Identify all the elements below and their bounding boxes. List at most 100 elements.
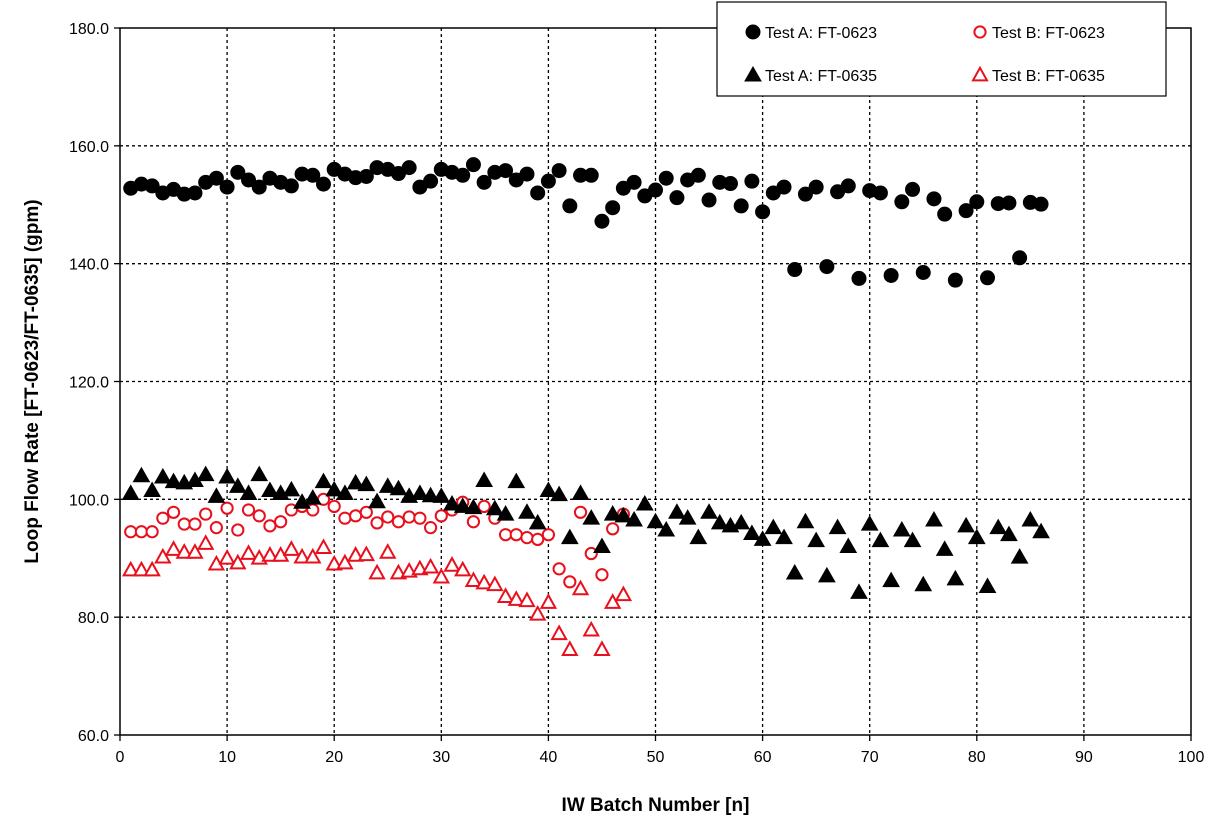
point-test-a-ft-0635-n1 [121, 484, 140, 500]
legend-marker-shape-test-a-ft-0635 [744, 65, 762, 82]
point-test-b-ft-0635-n3 [143, 560, 161, 577]
point-test-a-ft-0623-n60 [755, 204, 771, 220]
point-test-a-ft-0635-n49 [635, 495, 654, 511]
point-test-a-ft-0635-n61 [764, 518, 783, 535]
point-test-a-ft-0635-n43 [571, 484, 590, 500]
x-tick-label-40: 40 [540, 749, 558, 766]
point-test-b-ft-0635-n36 [496, 587, 515, 603]
point-test-a-ft-0623-n23 [358, 168, 374, 184]
point-test-a-ft-0635-n81 [978, 577, 997, 594]
point-test-a-ft-0635-n70 [860, 515, 879, 531]
point-test-a-ft-0623-n51 [658, 170, 674, 186]
point-test-b-ft-0635-n42 [561, 640, 579, 656]
point-test-b-ft-0623-n36 [498, 528, 513, 542]
point-test-b-ft-0635-n41 [550, 624, 568, 641]
point-test-a-ft-0635-n35 [485, 499, 504, 516]
point-test-a-ft-0635-n14 [261, 481, 279, 497]
point-test-b-ft-0635-n33 [464, 571, 483, 588]
point-test-a-ft-0635-n44 [582, 509, 601, 525]
point-test-b-ft-0623-n26 [391, 515, 406, 529]
point-test-b-ft-0635-n25 [379, 543, 397, 559]
point-test-b-ft-0623-n39 [531, 532, 545, 546]
point-test-a-ft-0635-n29 [421, 486, 440, 503]
point-test-a-ft-0635-n46 [603, 505, 622, 521]
point-test-a-ft-0635-n20 [325, 480, 344, 497]
point-test-a-ft-0635-n78 [946, 569, 965, 586]
point-test-b-ft-0623-n8 [199, 507, 213, 521]
point-test-a-ft-0635-n77 [935, 540, 954, 556]
point-test-a-ft-0635-n9 [207, 487, 226, 503]
point-test-b-ft-0623-n6 [177, 517, 191, 531]
point-test-a-ft-0623-n19 [315, 176, 331, 192]
x-tick-label-60: 60 [754, 749, 772, 766]
y-tick-label-140-0: 140.0 [69, 257, 109, 274]
x-tick-label-70: 70 [861, 749, 879, 766]
point-test-a-ft-0635-n62 [775, 528, 793, 545]
point-test-a-ft-0623-n52 [669, 190, 685, 206]
point-test-a-ft-0623-n54 [690, 167, 706, 183]
point-test-a-ft-0635-n40 [539, 481, 558, 497]
point-test-a-ft-0635-n86 [1032, 522, 1050, 539]
legend-label-test-b-ft-0635: Test B: FT-0635 [992, 68, 1105, 85]
point-test-a-ft-0623-n68 [840, 178, 856, 194]
point-test-a-ft-0635-n42 [560, 528, 579, 545]
point-test-b-ft-0635-n32 [454, 560, 472, 577]
point-test-a-ft-0623-n73 [894, 194, 910, 210]
point-test-b-ft-0635-n46 [603, 593, 622, 609]
point-test-a-ft-0623-n65 [808, 179, 824, 195]
point-test-a-ft-0623-n57 [722, 176, 738, 192]
point-test-b-ft-0635-n35 [486, 575, 504, 592]
point-test-b-ft-0635-n11 [229, 553, 247, 570]
point-test-b-ft-0623-n7 [188, 517, 202, 531]
point-test-b-ft-0635-n21 [336, 553, 354, 570]
point-test-a-ft-0635-n39 [528, 513, 547, 530]
legend-item-test-a-ft-0623: Test A: FT-0623 [745, 24, 877, 42]
point-test-a-ft-0635-n55 [700, 503, 718, 519]
point-test-a-ft-0623-n79 [958, 203, 974, 219]
point-test-b-ft-0635-n2 [132, 560, 151, 577]
point-test-a-ft-0635-n63 [785, 563, 804, 580]
point-test-a-ft-0635-n75 [914, 575, 933, 592]
point-test-a-ft-0623-n3 [144, 178, 160, 194]
point-test-b-ft-0635-n8 [196, 534, 215, 550]
point-test-a-ft-0623-n39 [530, 185, 546, 201]
point-test-a-ft-0635-n28 [411, 484, 429, 500]
point-test-a-ft-0635-n11 [228, 477, 247, 493]
point-test-a-ft-0635-n18 [303, 489, 322, 505]
point-test-b-ft-0635-n30 [432, 567, 450, 584]
point-test-a-ft-0635-n85 [1021, 510, 1040, 527]
point-test-a-ft-0635-n22 [346, 473, 365, 490]
point-test-b-ft-0635-n44 [582, 620, 600, 637]
point-test-b-ft-0635-n18 [304, 547, 322, 564]
point-test-a-ft-0623-n72 [883, 267, 899, 283]
legend-marker-shape-test-a-ft-0623 [745, 24, 761, 40]
point-test-a-ft-0623-n50 [648, 182, 663, 198]
point-test-a-ft-0635-n66 [817, 566, 836, 583]
point-test-a-ft-0623-n42 [562, 198, 578, 214]
point-test-a-ft-0635-n52 [668, 503, 686, 519]
legend-marker-test-b-ft-0623 [973, 25, 987, 39]
point-test-a-ft-0635-n2 [132, 466, 151, 483]
point-test-a-ft-0635-n38 [518, 503, 536, 519]
y-axis-title: Loop Flow Rate [FT-0623/FT-0635] (gpm) [22, 199, 43, 563]
point-test-a-ft-0635-n30 [432, 487, 451, 503]
point-test-b-ft-0635-n31 [443, 556, 461, 572]
point-test-a-ft-0635-n8 [196, 465, 215, 482]
legend-item-test-b-ft-0635: Test B: FT-0635 [971, 65, 1105, 85]
point-test-b-ft-0635-n37 [507, 590, 525, 606]
point-test-b-ft-0623-n44 [584, 546, 598, 561]
point-test-b-ft-0635-n5 [164, 540, 183, 556]
point-test-a-ft-0623-n66 [819, 259, 835, 275]
point-test-b-ft-0635-n12 [239, 544, 258, 560]
point-test-a-ft-0635-n53 [678, 509, 697, 525]
point-test-a-ft-0635-n84 [1010, 548, 1029, 564]
data-markers [121, 157, 1050, 656]
point-test-a-ft-0635-n76 [925, 510, 943, 527]
point-test-a-ft-0623-n64 [797, 186, 813, 202]
point-test-a-ft-0623-n41 [551, 163, 567, 179]
point-test-a-ft-0635-n79 [957, 516, 975, 533]
point-test-a-ft-0635-n5 [164, 472, 183, 489]
x-tick-label-20: 20 [325, 749, 343, 766]
point-test-a-ft-0635-n10 [218, 467, 236, 484]
y-tick-label-180-0: 180.0 [69, 21, 109, 38]
